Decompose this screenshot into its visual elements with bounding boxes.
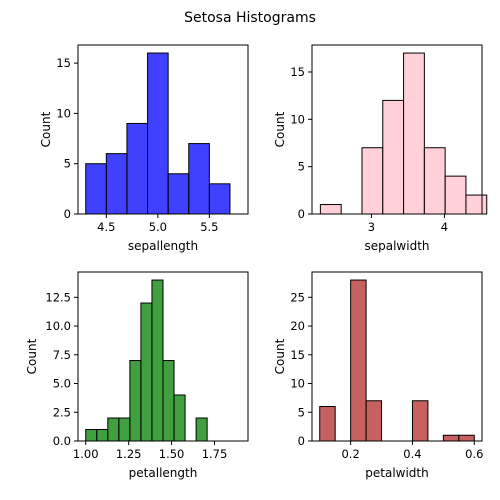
y-tick-label: 12.5 bbox=[45, 290, 71, 304]
subplot-petalwidth: 0.2 0.4 0.6 0 5 10 15 20 25 petalwidth Count bbox=[273, 271, 483, 480]
y-tick-label: 0 bbox=[298, 434, 305, 448]
x-tick-label: 0.4 bbox=[403, 447, 421, 461]
y-tick-label: 5.0 bbox=[53, 377, 71, 391]
bar-petallength-9 bbox=[195, 417, 208, 442]
x-axis-label: sepallength bbox=[128, 239, 198, 253]
y-tick-label: 7.5 bbox=[53, 348, 71, 362]
y-tick-label: 5 bbox=[64, 157, 71, 171]
bar-sepalwidth-0 bbox=[319, 204, 342, 215]
bar-sepallength-1 bbox=[105, 153, 128, 215]
bar-sepallength-3 bbox=[147, 52, 169, 215]
bar-petalwidth-2 bbox=[350, 279, 367, 442]
x-tick-label: 4.5 bbox=[97, 220, 115, 234]
subplot-sepallength: 4.5 5.0 5.5 0 5 10 15 sepallength Count bbox=[39, 44, 249, 253]
bar-petallength-3 bbox=[118, 417, 131, 442]
bar-petallength-6 bbox=[151, 279, 164, 442]
x-tick-label: 1.00 bbox=[73, 447, 99, 461]
bar-petalwidth-0 bbox=[319, 406, 336, 442]
y-axis-label: Count bbox=[273, 338, 287, 374]
axes-frame bbox=[77, 44, 249, 215]
x-axis-label: petallength bbox=[129, 466, 198, 480]
y-tick-label: 2.5 bbox=[53, 405, 71, 419]
bar-petalwidth-9 bbox=[458, 434, 475, 442]
x-tick-label: 0.6 bbox=[465, 447, 483, 461]
x-tick-label: 1.75 bbox=[202, 447, 228, 461]
y-tick-label: 15 bbox=[290, 65, 305, 79]
y-tick-label: 10 bbox=[290, 377, 305, 391]
y-tick-label: 15 bbox=[56, 56, 71, 70]
x-tick-label: 0.2 bbox=[341, 447, 359, 461]
bar-petallength-0 bbox=[85, 429, 98, 442]
bar-petallength-4 bbox=[129, 360, 142, 442]
y-axis-label: Count bbox=[273, 111, 287, 147]
bar-petalwidth-6 bbox=[411, 400, 429, 442]
bar-petalwidth-8 bbox=[442, 434, 460, 442]
x-axis-label: petalwidth bbox=[365, 466, 428, 480]
y-tick-label: 25 bbox=[290, 290, 305, 304]
axes-frame bbox=[311, 44, 483, 215]
bar-sepallength-6 bbox=[208, 183, 231, 215]
y-tick-label: 10 bbox=[290, 112, 305, 126]
bar-petalwidth-3 bbox=[365, 400, 383, 442]
axes-frame bbox=[77, 271, 249, 442]
y-tick-label: 20 bbox=[290, 319, 305, 333]
y-tick-label: 10.0 bbox=[45, 319, 71, 333]
bar-sepalwidth-7 bbox=[465, 194, 488, 215]
y-tick-label: 10 bbox=[56, 106, 71, 120]
bar-petallength-7 bbox=[162, 360, 175, 442]
figure-title: Setosa Histograms bbox=[184, 10, 316, 26]
y-tick-label: 0 bbox=[298, 207, 305, 221]
subplot-sepalwidth: 3 4 0 5 10 15 sepalwidth Count bbox=[273, 44, 488, 253]
y-axis-label: Count bbox=[39, 111, 53, 147]
y-tick-label: 15 bbox=[290, 348, 305, 362]
bar-petallength-1 bbox=[96, 429, 109, 442]
bar-sepalwidth-2 bbox=[361, 147, 384, 215]
bar-sepallength-5 bbox=[188, 143, 210, 215]
bar-sepalwidth-6 bbox=[444, 175, 467, 215]
subplot-petallength: 1.00 1.25 1.50 1.75 0.0 2.5 5.0 7.5 10.0 12.5 peta… bbox=[25, 271, 249, 480]
y-tick-label: 0 bbox=[64, 207, 71, 221]
x-tick-label: 5.5 bbox=[200, 220, 218, 234]
bar-petallength-5 bbox=[140, 302, 153, 442]
bar-petallength-8 bbox=[173, 394, 186, 442]
bar-sepalwidth-4 bbox=[403, 52, 425, 215]
y-tick-label: 0.0 bbox=[53, 434, 71, 448]
x-tick-label: 5.0 bbox=[149, 220, 167, 234]
bar-sepallength-0 bbox=[85, 163, 107, 215]
bar-sepalwidth-5 bbox=[423, 147, 446, 215]
x-tick-label: 4 bbox=[441, 220, 448, 234]
bar-sepalwidth-3 bbox=[382, 99, 405, 215]
axes-frame bbox=[311, 271, 483, 442]
bar-sepallength-2 bbox=[126, 122, 149, 215]
y-tick-label: 5 bbox=[298, 160, 305, 174]
x-axis-label: sepalwidth bbox=[364, 239, 429, 253]
y-axis-label: Count bbox=[25, 338, 39, 374]
y-tick-label: 5 bbox=[298, 405, 305, 419]
x-tick-label: 3 bbox=[368, 220, 375, 234]
bar-petallength-2 bbox=[107, 417, 120, 442]
x-tick-label: 1.50 bbox=[159, 447, 185, 461]
bar-sepallength-4 bbox=[167, 173, 190, 215]
x-tick-label: 1.25 bbox=[116, 447, 142, 461]
